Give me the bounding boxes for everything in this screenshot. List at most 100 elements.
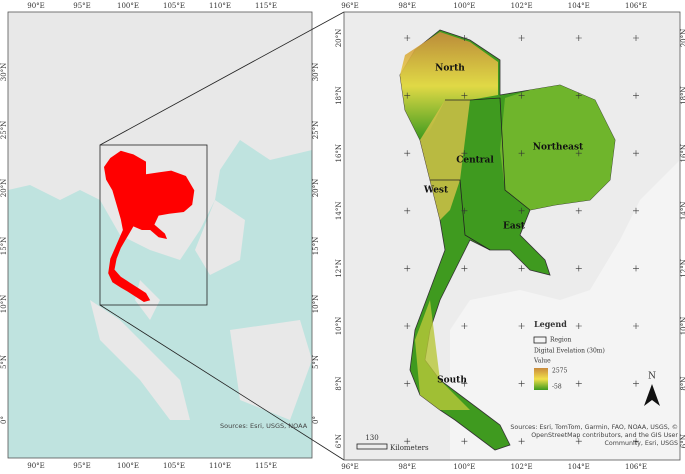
lon-label-bottom: 96°E: [341, 463, 359, 471]
lat-label-left: 25°N: [0, 121, 8, 140]
graticule-cross: [518, 150, 525, 157]
lon-label-top: 102°E: [511, 2, 533, 10]
graticule-cross: [461, 92, 468, 99]
graticule-cross: [633, 35, 639, 41]
graticule-cross: [518, 380, 525, 387]
lat-label-left: 10°N: [0, 295, 8, 314]
left-sources: Sources: Esri, USGS, NOAA: [220, 422, 308, 430]
region-label: South: [437, 376, 467, 386]
graticule-cross: [461, 323, 468, 329]
scale-unit: Kilometers: [390, 444, 429, 452]
lat-label-left: 5°N: [0, 355, 8, 369]
lon-label-bottom: 95°E: [73, 462, 91, 470]
lat-label-left: 15°N: [0, 237, 8, 256]
lat-label-left: 20°N: [0, 179, 8, 198]
graticule-cross: [518, 92, 525, 99]
lon-label-top: 104°E: [568, 2, 590, 10]
lat-label-right: 30°N: [312, 63, 320, 82]
graticule-cross: [518, 323, 525, 329]
overview-map: [8, 12, 312, 458]
graticule-cross: [404, 265, 411, 272]
graticule-cross: [404, 150, 411, 157]
legend-high: 2575: [552, 368, 567, 375]
lon-label-top: 90°E: [27, 2, 45, 10]
graticule-cross: [575, 323, 582, 329]
lat-label-left: 10°N: [335, 317, 343, 336]
right-sources: Sources: Esri, TomTom, Garmin, FAO, NOAA…: [510, 424, 678, 447]
graticule-cross: [633, 207, 639, 214]
graticule-cross: [461, 35, 468, 41]
graticule-cross: [461, 207, 468, 214]
graticule-cross: [633, 380, 639, 387]
lon-label-top: 115°E: [255, 2, 277, 10]
lon-label-top: 96°E: [341, 2, 359, 10]
lat-label-left: 30°N: [0, 63, 8, 82]
lat-label-right: 0°: [312, 416, 320, 424]
region-label: Central: [456, 156, 494, 166]
lat-label-left: 14°N: [335, 202, 343, 221]
graticule-cross: [633, 265, 639, 272]
lat-label-right: 20°N: [312, 179, 320, 198]
legend-region-swatch: [533, 336, 547, 344]
region-labels: North Central Northeast West East South: [423, 64, 584, 386]
graticule-cross: [461, 150, 468, 157]
lon-label-bottom: 90°E: [27, 462, 45, 470]
lon-label-bottom: 115°E: [255, 462, 277, 470]
lon-label-top: 100°E: [453, 2, 475, 10]
legend-title: Legend: [534, 319, 567, 329]
region-label: West: [423, 186, 449, 196]
graticule-cross: [633, 438, 639, 445]
graticule-cross: [404, 323, 411, 329]
lon-label-top: 106°E: [625, 2, 647, 10]
legend-value: Value: [533, 358, 551, 365]
legend-elevation: Digital Evelation (30m): [534, 348, 605, 355]
legend-ramp: [534, 368, 548, 390]
lon-label-top: 100°E: [117, 2, 139, 10]
lon-label-bottom: 98°E: [398, 463, 416, 471]
lon-label-bottom: 106°E: [625, 463, 647, 471]
graticule-cross: [461, 438, 468, 445]
legend-low: -58: [552, 384, 562, 391]
graticule-cross: [575, 380, 582, 387]
graticule-cross: [404, 92, 411, 99]
lat-label-right: 15°N: [312, 237, 320, 256]
graticule-cross: [575, 207, 582, 214]
lat-label-right: 20°N: [680, 29, 685, 48]
lon-label-bottom: 100°E: [453, 463, 475, 471]
lat-label-right: 18°N: [680, 86, 685, 105]
lon-label-bottom: 102°E: [511, 463, 533, 471]
north-arrow: [644, 384, 660, 406]
lat-label-left: 18°N: [335, 86, 343, 105]
graticule-cross: [404, 35, 411, 41]
scale-bar: [356, 443, 388, 450]
lat-label-right: 14°N: [680, 202, 685, 221]
graticule-cross: [461, 380, 468, 387]
region-label: East: [503, 222, 526, 232]
graticule-cross: [575, 265, 582, 272]
lat-label-right: 16°N: [680, 144, 685, 163]
lon-label-top: 110°E: [209, 2, 231, 10]
lat-label-left: 6°N: [335, 434, 343, 448]
lat-label-right: 10°N: [312, 295, 320, 314]
lon-label-top: 98°E: [398, 2, 416, 10]
north-label: N: [648, 372, 656, 382]
lat-label-left: 0°: [0, 416, 8, 424]
graticule-cross: [633, 92, 639, 99]
lat-label-right: 10°N: [680, 317, 685, 336]
lon-label-bottom: 104°E: [568, 463, 590, 471]
graticule-cross: [575, 92, 582, 99]
lat-label-left: 8°N: [335, 377, 343, 391]
graticule-cross: [575, 438, 582, 445]
legend-region: Region: [550, 337, 571, 344]
graticule-cross: [404, 207, 411, 214]
right-sources-text: Sources: Esri, TomTom, Garmin, FAO, NOAA…: [510, 424, 678, 447]
lat-label-left: 20°N: [335, 29, 343, 48]
detail-map: [344, 12, 680, 460]
graticule-cross: [404, 380, 411, 387]
lat-label-right: 5°N: [312, 355, 320, 369]
graticule-cross: [404, 438, 411, 445]
lat-label-left: 16°N: [335, 144, 343, 163]
lat-label-left: 12°N: [335, 259, 343, 278]
lat-label-right: 8°N: [680, 377, 685, 391]
